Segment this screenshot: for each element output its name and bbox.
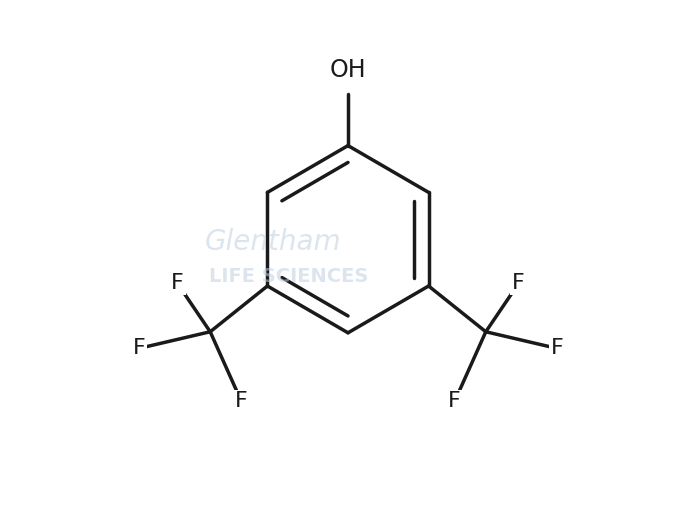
Text: F: F xyxy=(235,392,248,411)
Text: Glentham: Glentham xyxy=(205,228,341,256)
Text: OH: OH xyxy=(330,58,366,82)
Text: F: F xyxy=(551,339,564,358)
Text: F: F xyxy=(171,274,184,293)
Text: F: F xyxy=(512,274,525,293)
Text: F: F xyxy=(448,392,461,411)
Text: F: F xyxy=(132,339,145,358)
Text: LIFE SCIENCES: LIFE SCIENCES xyxy=(209,267,368,286)
